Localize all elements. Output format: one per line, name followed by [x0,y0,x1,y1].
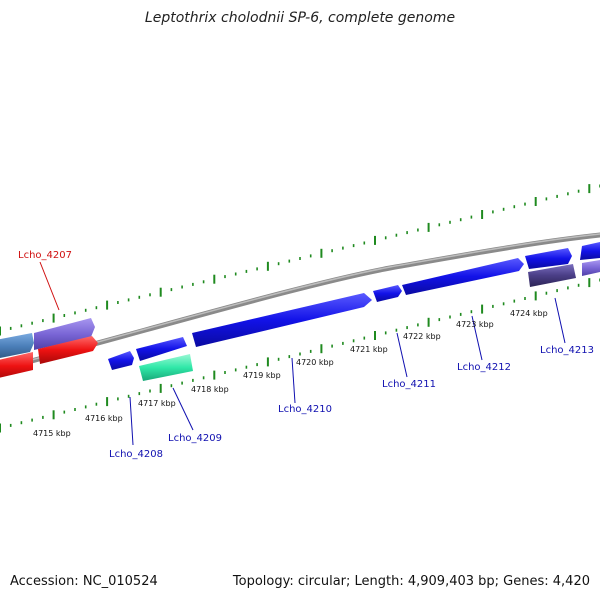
gene-label-lcho4208: Lcho_4208 [109,449,163,460]
leader-lcho4210 [291,357,296,404]
tick-label-4717: 4717 kbp [138,399,176,408]
gene-label-lcho4207: Lcho_4207 [18,250,72,261]
gc-ticks-lower [0,278,600,433]
gene-label-lcho4209: Lcho_4209 [168,433,222,444]
tick-label-4723: 4723 kbp [456,320,494,329]
genome-backbone [0,232,600,372]
gc-ticks-upper [0,184,600,336]
gene-lcho4213 [528,264,576,287]
leader-lcho4207 [39,261,60,311]
gene-label-lcho4212: Lcho_4212 [457,362,511,373]
steel-gene [0,333,34,358]
leader-lcho4209 [172,387,194,431]
gene-lcho4211 [402,258,524,295]
gene-label-lcho4211: Lcho_4211 [382,379,436,390]
map-title: Leptothrix cholodnii SP-6, complete geno… [144,10,456,26]
tick-label-4722: 4722 kbp [403,332,441,341]
tick-label-4724: 4724 kbp [510,309,548,318]
tick-label-4721: 4721 kbp [350,345,388,354]
tick-label-4719: 4719 kbp [243,371,281,380]
gene-lcho4209-upper [136,337,187,361]
upper-gene-right [580,242,600,260]
accession-text: Accession: NC_010524 [10,574,158,589]
tick-label-4716: 4716 kbp [85,414,123,423]
tick-label-4715: 4715 kbp [33,429,71,438]
gene-label-lcho4213: Lcho_4213 [540,345,594,356]
violet-gene-lcho4207 [34,318,95,350]
leader-lcho4212 [471,315,483,361]
gene-lcho4212 [525,248,572,269]
tick-label-4720: 4720 kbp [296,358,334,367]
gene-lcho4210 [192,293,372,347]
red-gene [38,336,98,364]
leader-lcho4213 [554,297,566,344]
gene-lcho4208 [108,351,134,370]
topology-text: Topology: circular; Length: 4,909,403 bp… [232,574,590,589]
violet-gene-right [582,260,600,276]
genome-backbone-highlight [0,233,600,370]
leader-lcho4208 [129,396,134,446]
tick-label-4718: 4718 kbp [191,385,229,394]
leader-lcho4211 [396,332,408,378]
gene-lcho4209 [139,354,193,381]
gene-small-a [373,285,402,302]
red-gene-left [0,352,33,378]
gene-label-lcho4210: Lcho_4210 [278,404,332,415]
